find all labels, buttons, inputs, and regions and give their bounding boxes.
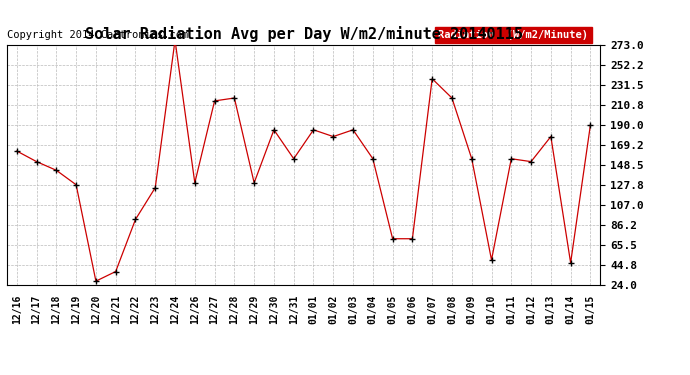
Text: Radiation  (W/m2/Minute): Radiation (W/m2/Minute): [438, 30, 589, 40]
Title: Solar Radiation Avg per Day W/m2/minute 20140115: Solar Radiation Avg per Day W/m2/minute …: [85, 27, 522, 42]
Text: Copyright 2014 Cartronics.com: Copyright 2014 Cartronics.com: [7, 30, 188, 40]
